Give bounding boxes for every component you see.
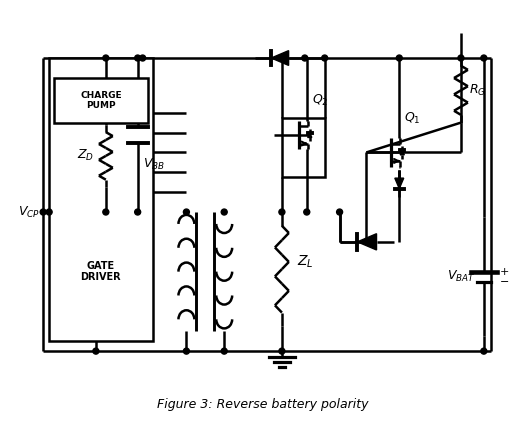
- Text: $Z_D$: $Z_D$: [77, 148, 95, 163]
- Polygon shape: [357, 234, 377, 250]
- Circle shape: [93, 348, 99, 354]
- Text: −: −: [500, 276, 509, 286]
- Circle shape: [279, 209, 285, 215]
- Circle shape: [135, 209, 140, 215]
- Circle shape: [396, 55, 402, 61]
- Text: $V_{BAT}$: $V_{BAT}$: [448, 269, 476, 284]
- Text: +: +: [500, 267, 509, 276]
- Polygon shape: [271, 51, 289, 65]
- Circle shape: [135, 55, 140, 61]
- Circle shape: [221, 348, 227, 354]
- Text: $Q_1$: $Q_1$: [404, 111, 421, 126]
- Circle shape: [337, 209, 342, 215]
- Text: $Q_2$: $Q_2$: [312, 93, 328, 108]
- Circle shape: [279, 55, 285, 61]
- Text: $R_G$: $R_G$: [469, 83, 486, 98]
- Circle shape: [46, 209, 52, 215]
- Circle shape: [302, 55, 308, 61]
- Circle shape: [304, 209, 310, 215]
- Circle shape: [279, 348, 285, 354]
- Circle shape: [481, 55, 487, 61]
- Circle shape: [221, 209, 227, 215]
- Text: GATE
DRIVER: GATE DRIVER: [80, 261, 121, 283]
- Circle shape: [458, 55, 464, 61]
- Polygon shape: [400, 150, 404, 155]
- Circle shape: [184, 348, 189, 354]
- Circle shape: [184, 209, 189, 215]
- Text: $Z_L$: $Z_L$: [297, 254, 313, 270]
- Circle shape: [322, 55, 328, 61]
- Text: $V_{CP}$: $V_{CP}$: [18, 204, 40, 219]
- Polygon shape: [395, 178, 404, 189]
- Bar: [49, 58, 153, 341]
- Circle shape: [40, 209, 46, 215]
- Circle shape: [481, 348, 487, 354]
- Text: Figure 3: Reverse battery polarity: Figure 3: Reverse battery polarity: [157, 398, 369, 411]
- Circle shape: [103, 209, 109, 215]
- Bar: [282, 118, 325, 177]
- Text: CHARGE
PUMP: CHARGE PUMP: [80, 91, 122, 110]
- Circle shape: [140, 55, 146, 61]
- Bar: [54, 78, 148, 123]
- Text: $V_{BB}$: $V_{BB}$: [143, 157, 165, 172]
- Circle shape: [103, 55, 109, 61]
- Polygon shape: [308, 133, 312, 137]
